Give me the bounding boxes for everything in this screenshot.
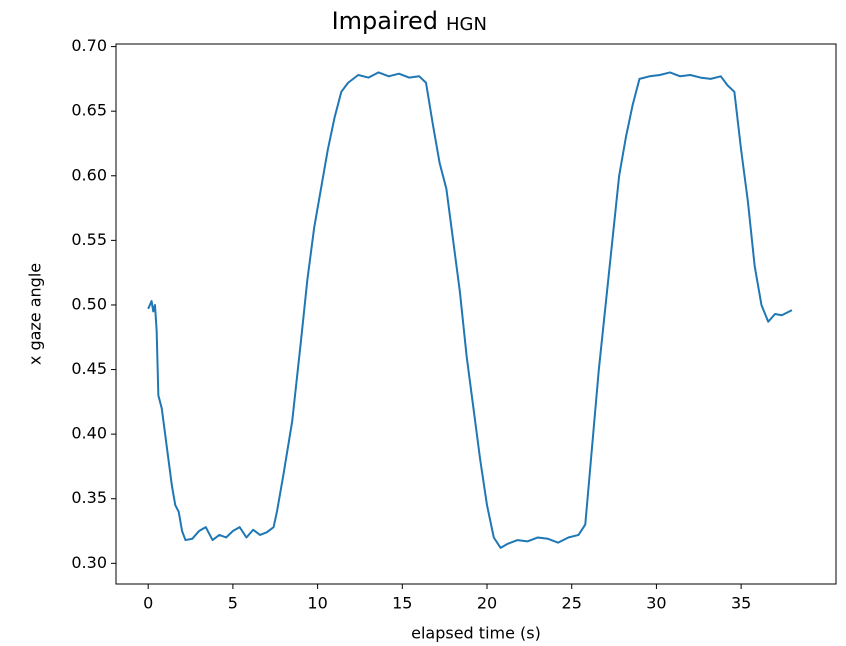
y-axis-label: x gaze angle: [26, 263, 45, 365]
data-line: [147, 71, 793, 549]
y-tick-label: 0.30: [71, 553, 107, 572]
x-tick-label: 15: [392, 594, 412, 613]
y-tick-label: 0.55: [71, 230, 107, 249]
y-tick-label: 0.60: [71, 165, 107, 184]
chart-title: Impaired: [332, 7, 438, 35]
y-tick-label: 0.40: [71, 424, 107, 443]
x-tick-label: 0: [143, 594, 153, 613]
x-tick-label: 5: [228, 594, 238, 613]
plot-frame: [115, 43, 837, 585]
y-tick-label: 0.70: [71, 36, 107, 55]
y-tick-label: 0.50: [71, 294, 107, 313]
y-tick-label: 0.65: [71, 101, 107, 120]
x-tick-label: 30: [646, 594, 666, 613]
x-tick-label: 35: [731, 594, 751, 613]
x-tick-label: 25: [562, 594, 582, 613]
y-tick-label: 0.35: [71, 488, 107, 507]
chart-subtitle: HGN: [446, 14, 487, 35]
x-axis-label: elapsed time (s): [411, 624, 541, 643]
x-tick-label: 10: [307, 594, 327, 613]
x-tick-label: 20: [477, 594, 497, 613]
y-tick-label: 0.45: [71, 359, 107, 378]
